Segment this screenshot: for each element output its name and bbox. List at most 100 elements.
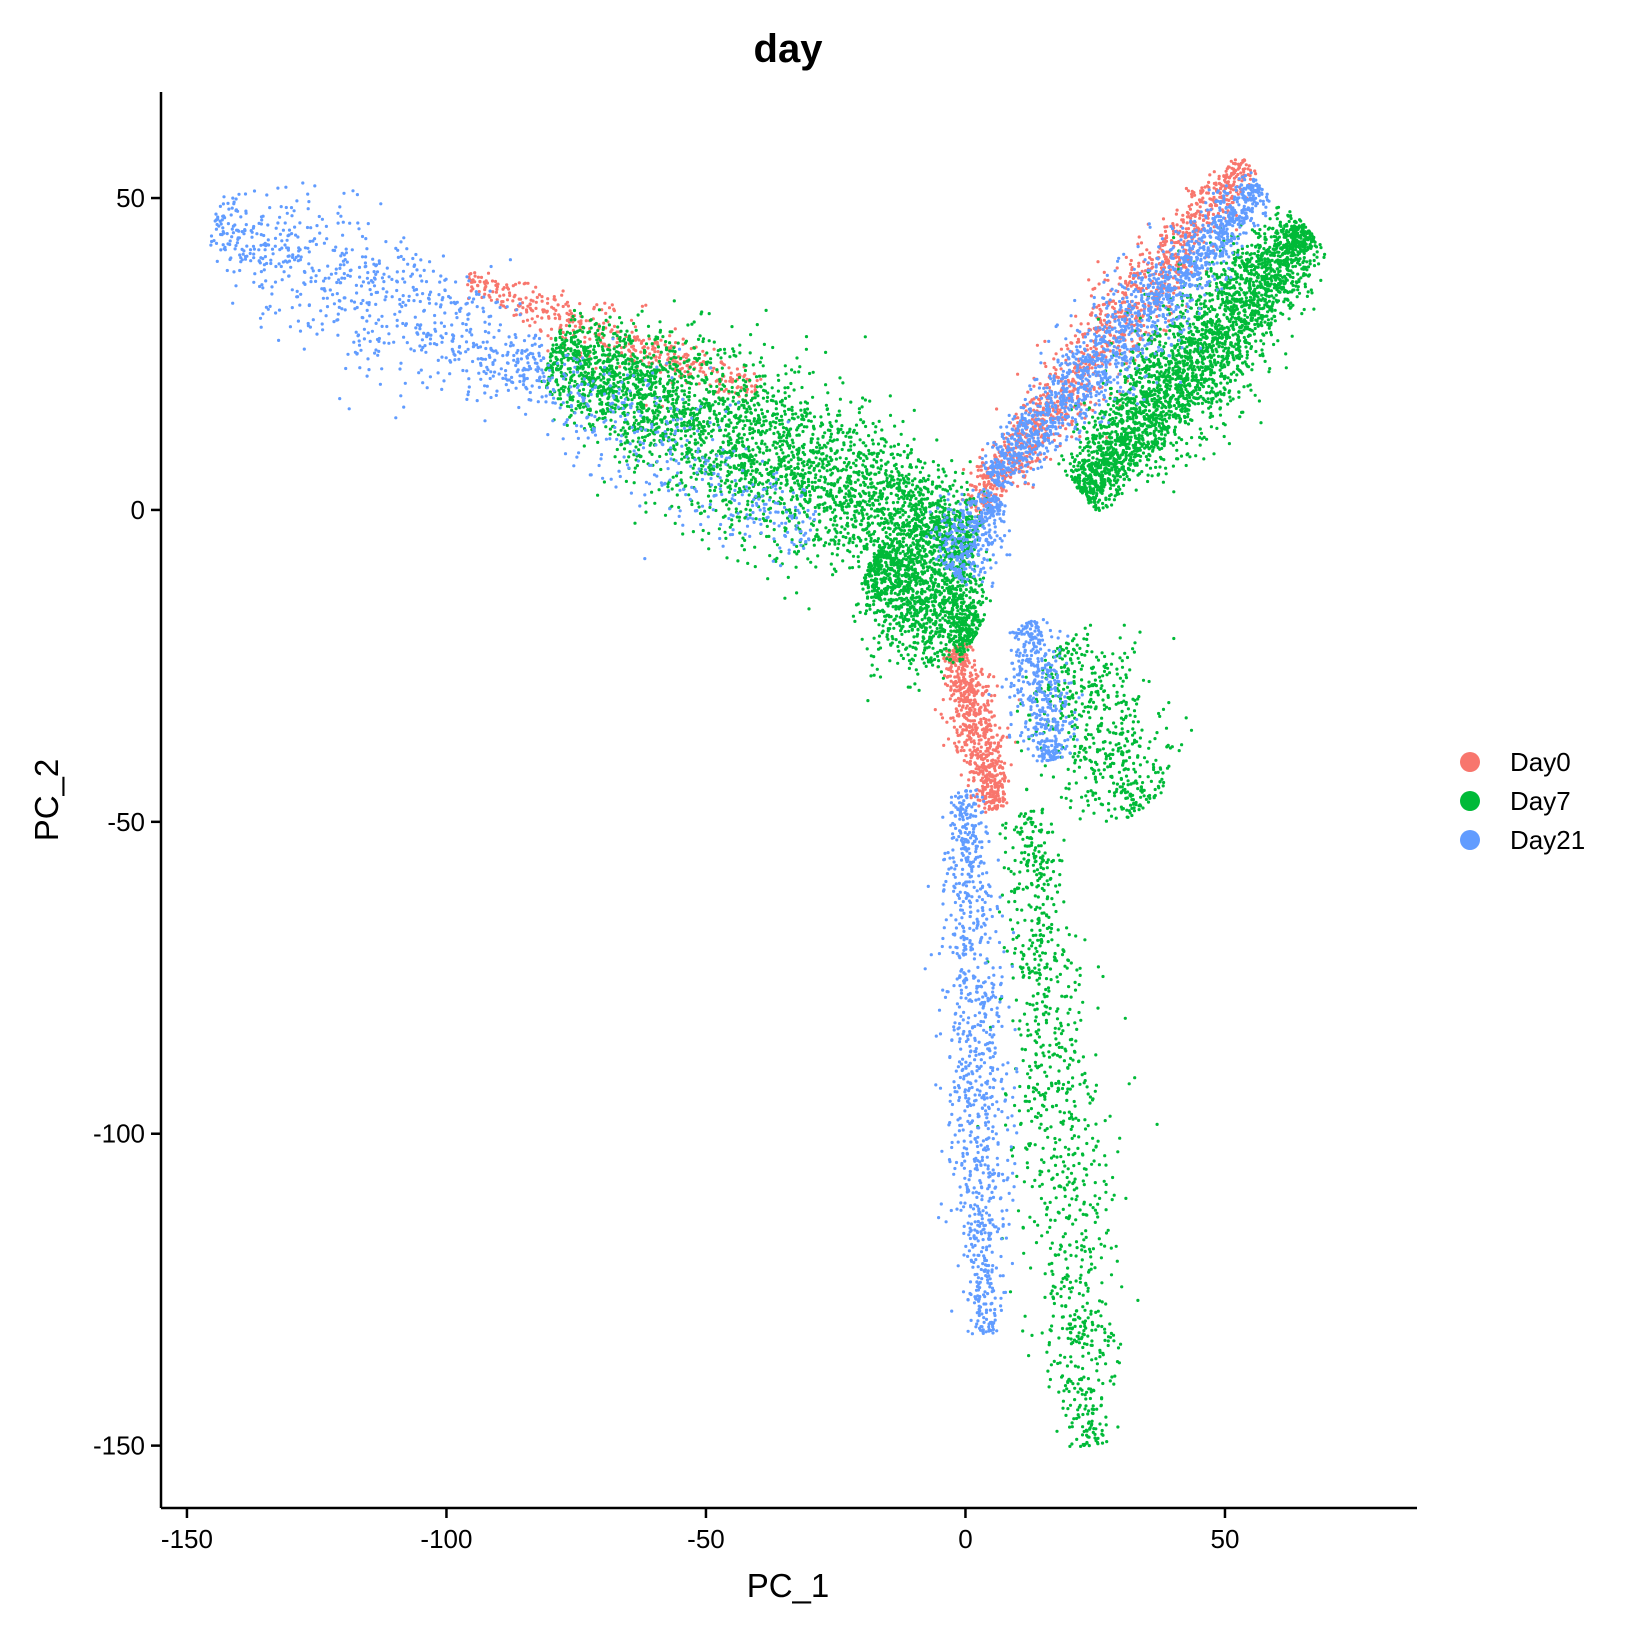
data-point [984, 743, 988, 747]
data-point [783, 396, 788, 400]
data-point [912, 517, 916, 521]
data-point [628, 337, 632, 341]
data-point [644, 303, 648, 307]
data-point [996, 756, 1000, 760]
data-point [671, 389, 676, 393]
data-point [843, 527, 847, 531]
data-point [701, 337, 706, 341]
data-point [1083, 332, 1087, 336]
data-point [936, 499, 940, 503]
data-point [1217, 174, 1221, 178]
data-point [712, 422, 716, 426]
data-point [946, 519, 950, 524]
data-point [682, 414, 686, 418]
data-point [938, 485, 942, 489]
data-point [870, 494, 875, 498]
data-point [1229, 159, 1233, 163]
data-point [814, 565, 818, 569]
data-point [562, 389, 566, 393]
data-point [651, 344, 655, 348]
data-point [949, 685, 953, 689]
data-point [690, 375, 694, 379]
data-point [1181, 218, 1185, 222]
data-point [1041, 393, 1046, 397]
data-point [1188, 207, 1192, 211]
data-point [1182, 263, 1186, 267]
data-point [989, 728, 993, 733]
data-point [1098, 312, 1102, 316]
data-point [968, 748, 972, 752]
data-point [549, 336, 553, 341]
data-point [1212, 186, 1216, 190]
data-point [859, 483, 863, 487]
data-point [692, 367, 696, 371]
data-point [992, 675, 996, 679]
data-point [824, 493, 829, 497]
data-point [715, 368, 719, 372]
data-point [790, 408, 794, 412]
data-point [595, 303, 599, 307]
data-point [602, 480, 607, 484]
data-point [823, 480, 827, 484]
data-point [800, 385, 804, 390]
data-point [1076, 337, 1080, 341]
data-point [581, 325, 585, 329]
data-point [761, 423, 766, 427]
data-point [511, 299, 515, 303]
data-point [642, 415, 646, 419]
data-point [972, 776, 976, 780]
data-point [511, 284, 515, 288]
data-point [641, 338, 646, 342]
data-point [582, 444, 586, 448]
data-point [709, 361, 713, 365]
data-point [993, 777, 997, 782]
data-point [689, 475, 693, 479]
data-point [633, 466, 637, 470]
data-point [619, 428, 623, 432]
data-point [898, 515, 902, 519]
data-point [869, 536, 873, 541]
data-point [897, 473, 901, 477]
data-point [685, 460, 689, 464]
data-point [807, 466, 811, 470]
data-point [654, 358, 658, 362]
data-point [568, 370, 572, 374]
data-point [768, 519, 773, 523]
data-point [636, 389, 640, 393]
data-point [989, 710, 993, 714]
data-point [796, 415, 800, 419]
data-point [1064, 427, 1068, 431]
data-point [758, 462, 762, 466]
data-point [1175, 208, 1179, 212]
data-point [712, 347, 716, 351]
data-point [567, 313, 571, 317]
data-point [739, 414, 743, 418]
data-point [598, 398, 602, 402]
data-point [1197, 227, 1201, 231]
data-point [738, 456, 742, 460]
data-point [852, 513, 856, 517]
data-point [996, 788, 1000, 792]
data-point [984, 484, 989, 488]
data-point [705, 387, 709, 392]
data-point [939, 499, 943, 503]
data-point [755, 379, 759, 383]
data-point [1233, 158, 1237, 162]
data-point [561, 304, 565, 309]
data-point [712, 412, 716, 416]
data-point [617, 343, 622, 347]
data-point [1108, 362, 1112, 366]
data-point [570, 378, 574, 383]
data-point [995, 807, 999, 811]
data-point [863, 398, 868, 402]
data-point [665, 382, 670, 386]
data-point [1180, 234, 1185, 238]
data-point [609, 330, 613, 334]
data-point [723, 351, 727, 355]
data-point [721, 374, 725, 378]
data-point [783, 409, 787, 413]
data-point [565, 400, 569, 404]
data-point [854, 504, 858, 509]
data-point [669, 357, 673, 361]
data-point [938, 524, 942, 529]
